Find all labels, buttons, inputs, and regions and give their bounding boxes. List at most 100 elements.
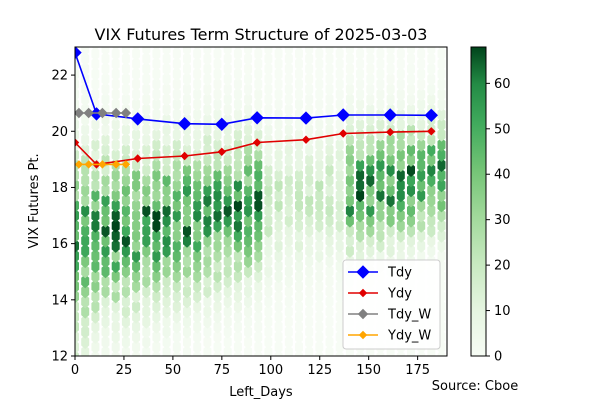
density-hex [325, 61, 334, 76]
density-hex [396, 188, 405, 203]
density-hex [223, 82, 232, 97]
density-hex [75, 87, 79, 102]
density-hex [101, 335, 110, 349]
data-point-tdy [250, 111, 264, 125]
density-hex [172, 238, 181, 253]
density-hex [223, 324, 232, 339]
density-hex [172, 56, 181, 71]
density-hex [101, 72, 110, 86]
density-hex [223, 152, 232, 167]
density-hex [223, 132, 232, 147]
density-hex [81, 314, 90, 329]
density-hex [315, 158, 324, 172]
density-hex [335, 309, 344, 324]
density-hex [274, 188, 283, 203]
density-hex [356, 56, 365, 71]
density-hex [264, 92, 273, 107]
density-hex [386, 243, 395, 258]
density-hex [223, 61, 232, 76]
density-hex [81, 61, 90, 76]
density-hex [152, 188, 161, 203]
density-hex [162, 112, 171, 127]
density-hex [325, 183, 334, 198]
density-hex [284, 264, 293, 279]
density-hex [111, 289, 120, 304]
density-hex [417, 67, 426, 81]
data-point-ydy-w [98, 160, 107, 169]
density-hex [244, 132, 253, 147]
density-hex [172, 218, 181, 233]
density-hex [284, 142, 293, 157]
density-hex [244, 193, 253, 208]
data-point-tdy-w [120, 107, 132, 119]
density-hex [376, 56, 385, 71]
density-hex [345, 102, 354, 117]
density-hex [254, 147, 263, 162]
density-hex [152, 269, 161, 284]
density-hex [315, 47, 324, 51]
density-hex [142, 324, 151, 339]
density-hex [305, 274, 314, 289]
density-hex [121, 243, 130, 258]
colorbar-ticks: 0 10 20 30 40 50 60 [486, 77, 511, 365]
density-hex [407, 122, 415, 137]
data-point-ydy [133, 154, 142, 163]
density-hex [284, 294, 293, 309]
density-hex [396, 87, 405, 102]
density-hex [376, 87, 385, 102]
density-hex [284, 233, 293, 248]
density-hex [172, 329, 181, 344]
colorbar-tick-label: 30 [494, 213, 511, 228]
density-hex [81, 193, 90, 208]
density-hex [366, 193, 375, 208]
density-hex [183, 51, 191, 66]
density-hex [91, 299, 100, 314]
density-hex [335, 117, 344, 132]
density-hex [111, 238, 120, 253]
density-hex [132, 77, 141, 92]
density-hex [396, 218, 405, 233]
density-hex [213, 249, 222, 263]
density-hex [145, 355, 148, 356]
density-hex [101, 324, 110, 339]
density-hex [91, 289, 100, 304]
density-hex [295, 238, 303, 253]
density-hex [295, 137, 303, 152]
density-hex [111, 137, 120, 152]
density-hex [213, 47, 222, 61]
density-hex [91, 77, 100, 92]
density-hex [264, 233, 273, 248]
density-hex [142, 213, 151, 228]
density-hex [335, 87, 344, 102]
density-hex [386, 92, 395, 107]
density-hex [101, 61, 110, 76]
density-hex [101, 254, 110, 269]
density-hex [152, 47, 161, 61]
density-hex [101, 142, 110, 157]
density-hex [325, 254, 334, 269]
density-hex [417, 168, 426, 183]
density-hex [325, 243, 334, 258]
density-hex [162, 183, 171, 198]
density-hex [193, 67, 202, 81]
density-hex [223, 92, 232, 107]
density-hex [183, 132, 191, 147]
density-hex [254, 188, 263, 203]
density-hex [315, 178, 324, 193]
density-hex [75, 117, 79, 132]
density-hex [244, 284, 253, 299]
density-hex [315, 238, 324, 253]
density-hex [203, 284, 212, 299]
y-axis-ticks: 12 14 16 18 20 22 [51, 69, 75, 365]
density-hex [274, 117, 283, 132]
density-hex [295, 340, 303, 354]
density-hex [295, 168, 303, 183]
density-hex [335, 77, 344, 92]
density-hex [142, 243, 151, 258]
density-hex [437, 87, 446, 102]
data-point-tdy-w [75, 107, 85, 119]
x-tick-label: 0 [71, 363, 79, 378]
density-hex [152, 168, 161, 183]
density-hex [223, 47, 232, 56]
